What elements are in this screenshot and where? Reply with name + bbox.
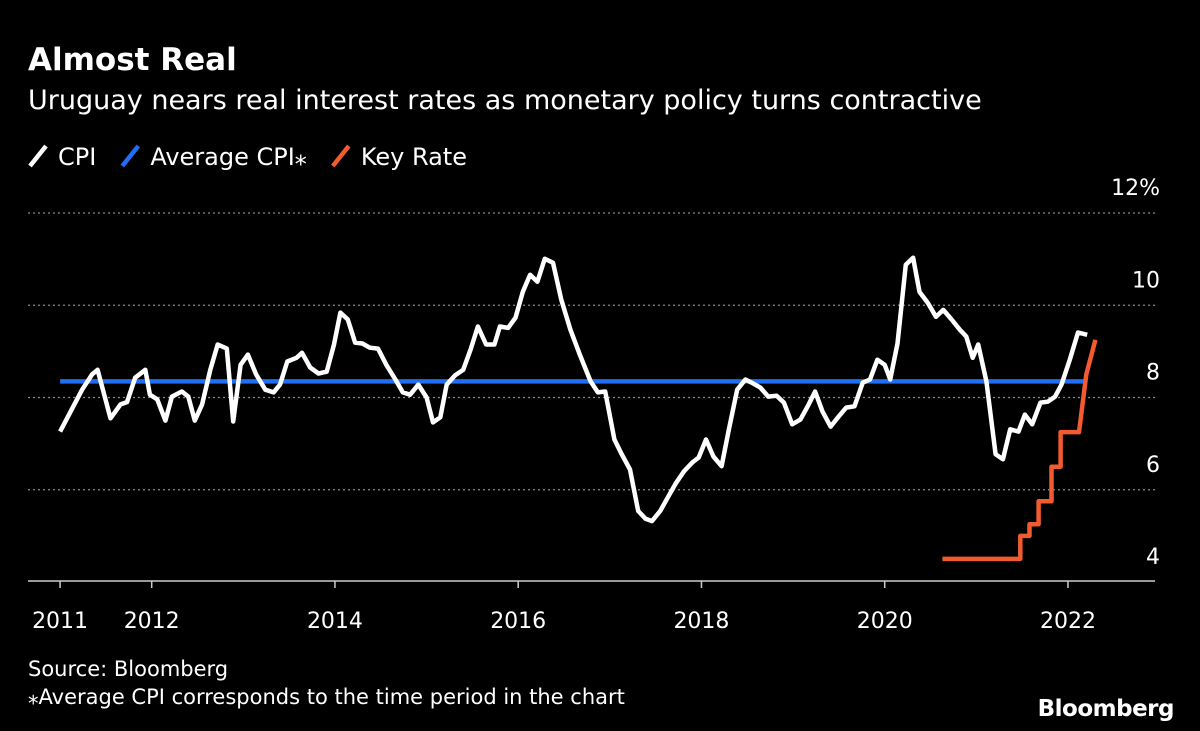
y-tick-label: 8: [1146, 361, 1160, 386]
source: Source: Bloomberg: [28, 657, 228, 681]
footnote: ⁎Average CPI corresponds to the time per…: [28, 685, 625, 709]
legend-label: CPI: [58, 143, 96, 171]
x-tick-label: 2012: [124, 609, 180, 634]
legend-swatch: [331, 144, 351, 168]
series-line: [58, 255, 1088, 524]
y-tick-label: 12%: [1111, 176, 1160, 201]
x-tick-label: 2020: [857, 609, 913, 634]
legend-label: Key Rate: [361, 143, 467, 171]
x-tick-label: 2011: [32, 609, 88, 634]
legend-swatch: [28, 144, 48, 168]
series-line: [942, 339, 1098, 562]
x-tick-label: 2022: [1040, 609, 1096, 634]
legend-swatch: [120, 144, 141, 168]
logo: Bloomberg: [1038, 696, 1174, 722]
y-tick-label: 4: [1146, 545, 1160, 570]
y-tick-label: 10: [1132, 268, 1160, 293]
legend-label: Average CPI⁎: [150, 143, 307, 171]
legend: CPI Average CPI⁎ Key Rate: [28, 143, 467, 171]
x-tick-label: 2014: [307, 609, 363, 634]
chart-title: Almost Real: [28, 42, 237, 78]
x-tick-label: 2016: [490, 609, 546, 634]
chart-subtitle: Uruguay nears real interest rates as mon…: [28, 85, 982, 116]
x-tick-label: 2018: [673, 609, 729, 634]
y-tick-label: 6: [1146, 453, 1160, 478]
plot-area: 4 6 8 10 12% 2011 2012 2014 2016 2018 2020 2022: [28, 176, 1160, 634]
